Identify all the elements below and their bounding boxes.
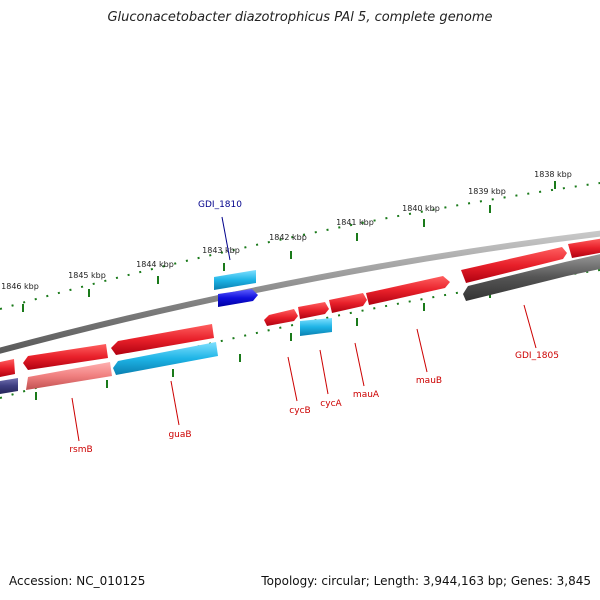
tick-label: 1840 kbp bbox=[402, 204, 440, 213]
tick-label: 1839 kbp bbox=[468, 187, 506, 196]
gene-feature[interactable] bbox=[0, 359, 15, 377]
gene-feature[interactable] bbox=[214, 270, 256, 290]
gene-feature[interactable] bbox=[111, 324, 214, 355]
gene-label-cycb[interactable]: cycB bbox=[289, 406, 310, 416]
leader-line bbox=[287, 356, 298, 402]
leader-line bbox=[416, 328, 428, 373]
tick-label: 1844 kbp bbox=[136, 260, 174, 269]
gene-feature[interactable] bbox=[300, 318, 332, 336]
tick-label: 1838 kbp bbox=[534, 170, 572, 179]
gene-feature[interactable] bbox=[23, 344, 108, 370]
tick-label: 1846 kbp bbox=[1, 282, 39, 291]
gene-label-maub[interactable]: mauB bbox=[416, 376, 442, 386]
gene-feature[interactable] bbox=[113, 342, 218, 375]
gene-feature[interactable] bbox=[218, 289, 258, 307]
tick-label: 1842 kbp bbox=[269, 233, 307, 242]
tick-label: 1843 kbp bbox=[202, 246, 240, 255]
gene-feature[interactable] bbox=[463, 253, 600, 301]
gene-label-rsmb[interactable]: rsmB bbox=[69, 445, 92, 455]
leader-line bbox=[354, 342, 365, 387]
gene-feature[interactable] bbox=[26, 362, 112, 390]
gene-label-maua[interactable]: mauA bbox=[353, 390, 380, 400]
accession-text: Accession: NC_010125 bbox=[9, 574, 146, 588]
leader-line bbox=[71, 397, 80, 442]
genome-summary-text: Topology: circular; Length: 3,944,163 bp… bbox=[261, 574, 591, 588]
gene-label-guab[interactable]: guaB bbox=[168, 430, 191, 440]
leader-line bbox=[523, 304, 537, 349]
gene-label-gdi-1805[interactable]: GDI_1805 bbox=[515, 351, 559, 361]
genome-backbone bbox=[0, 230, 600, 354]
gene-label-cyca[interactable]: cycA bbox=[320, 399, 342, 409]
leader-line bbox=[221, 216, 231, 261]
gene-feature[interactable] bbox=[298, 302, 329, 319]
gene-feature[interactable] bbox=[366, 276, 450, 305]
gene-feature[interactable] bbox=[568, 238, 600, 258]
leader-line bbox=[319, 349, 329, 395]
leader-line bbox=[170, 380, 180, 426]
gene-feature[interactable] bbox=[0, 378, 18, 394]
tick-label: 1841 kbp bbox=[336, 218, 374, 227]
outer-scale-line bbox=[0, 182, 600, 310]
tick-label: 1845 kbp bbox=[68, 271, 106, 280]
gene-feature[interactable] bbox=[461, 247, 567, 283]
map-title: Gluconacetobacter diazotrophicus PAl 5, … bbox=[107, 10, 493, 25]
outer-major-ticks bbox=[22, 181, 556, 312]
gene-label-gdi-1810[interactable]: GDI_1810 bbox=[198, 200, 242, 210]
gene-feature[interactable] bbox=[264, 309, 298, 326]
gene-feature[interactable] bbox=[329, 293, 367, 313]
